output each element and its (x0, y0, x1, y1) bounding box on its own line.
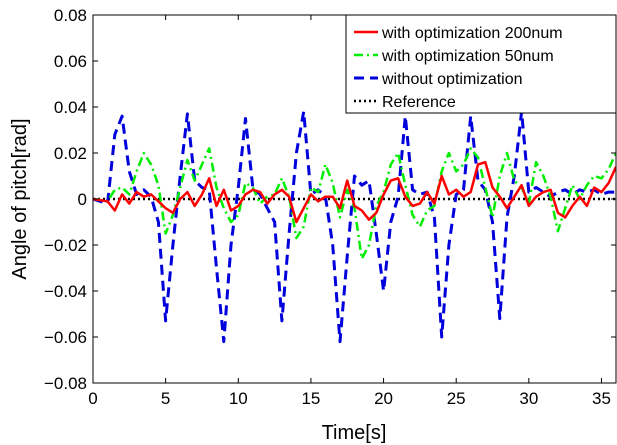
y-tick-label: −0.04 (44, 282, 87, 301)
y-tick-label: 0.06 (54, 52, 87, 71)
x-tick-label: 20 (374, 389, 393, 408)
x-tick-label: 5 (161, 389, 170, 408)
series-line-1 (93, 147, 616, 261)
legend-label-3: Reference (382, 94, 456, 111)
y-tick-label: −0.08 (44, 374, 87, 393)
y-tick-label: 0.08 (54, 6, 87, 25)
x-tick-label: 30 (519, 389, 538, 408)
x-tick-label: 10 (229, 389, 248, 408)
legend: with optimization 200num with optimizatio… (345, 14, 617, 114)
y-tick-label: 0.02 (54, 144, 87, 163)
x-tick-label: 0 (88, 389, 97, 408)
series-line-0 (93, 160, 616, 224)
legend-label-2: without optimization (381, 71, 523, 88)
x-tick-label: 25 (447, 389, 466, 408)
y-tick-label: 0 (78, 190, 87, 209)
y-tick-label: −0.02 (44, 236, 87, 255)
legend-label-1: with optimization 50num (381, 48, 554, 65)
legend-box (345, 14, 617, 114)
series-layer (93, 110, 616, 344)
legend-label-0: with optimization 200num (381, 25, 563, 42)
tick-labels: 0 5 10 15 20 25 30 35 −0.08 −0.06 −0.04 −0.02 0 0.02 0… (44, 6, 611, 408)
x-tick-label: 35 (592, 389, 611, 408)
y-tick-label: 0.04 (54, 98, 87, 117)
x-axis-label: Time[s] (322, 422, 387, 444)
y-axis-label: Angle of pitch[rad] (9, 118, 31, 279)
x-tick-label: 15 (301, 389, 320, 408)
y-tick-label: −0.06 (44, 328, 87, 347)
